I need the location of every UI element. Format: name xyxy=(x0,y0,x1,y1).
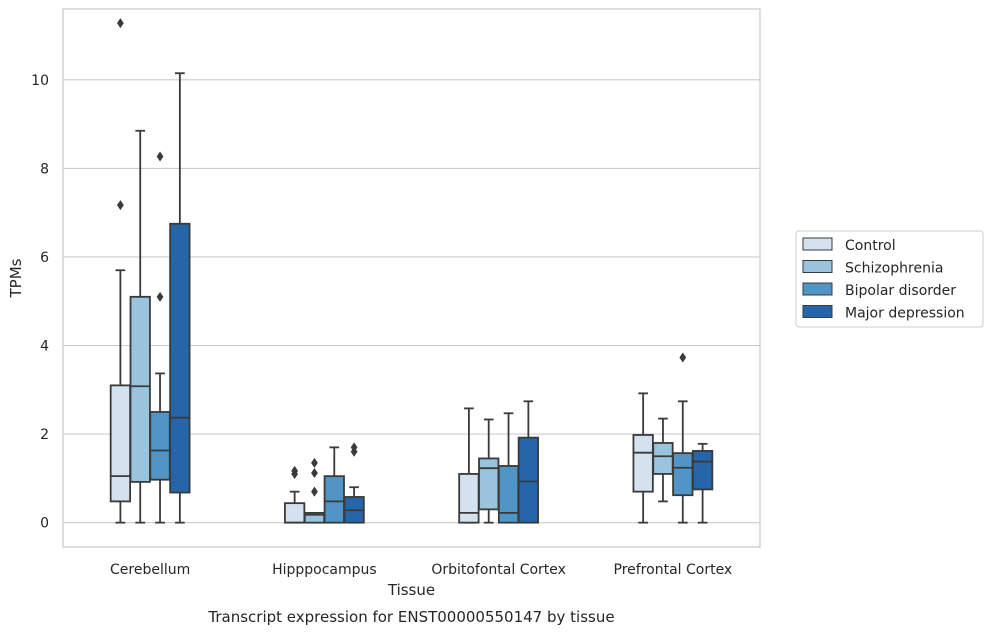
x-tick-label: Cerebellum xyxy=(110,562,190,578)
outlier-point xyxy=(350,442,358,453)
outlier-point xyxy=(156,151,164,162)
outlier-point xyxy=(156,291,164,302)
box-major-depression xyxy=(343,442,365,524)
box-body xyxy=(652,442,674,475)
y-tick-label: 6 xyxy=(40,250,49,266)
y-tick-label: 8 xyxy=(40,161,49,177)
legend-label: Bipolar disorder xyxy=(845,283,956,299)
legend-swatch xyxy=(802,237,833,251)
box-major-depression xyxy=(517,400,539,524)
outlier-point xyxy=(116,200,124,211)
box-bipolar-disorder xyxy=(672,352,694,524)
legend-frame xyxy=(795,230,984,328)
outlier-point xyxy=(311,486,318,497)
y-axis-label: TPMs xyxy=(7,258,25,298)
box-schizophrenia xyxy=(303,457,326,524)
box-bipolar-disorder xyxy=(497,412,520,524)
box-bipolar-disorder xyxy=(323,446,345,524)
box-body xyxy=(109,384,132,503)
box-body xyxy=(672,452,694,497)
y-tick-label: 0 xyxy=(40,516,49,532)
box-schizophrenia xyxy=(129,129,151,524)
legend-swatch xyxy=(802,282,833,296)
box-body xyxy=(129,295,151,483)
y-tick-label: 2 xyxy=(40,427,49,443)
box-body xyxy=(497,465,520,524)
box-control xyxy=(284,465,306,524)
box-control xyxy=(109,18,132,524)
outlier-point xyxy=(311,468,318,479)
y-axis-ticks: 0 2 4 6 8 10 xyxy=(31,73,49,532)
legend-label: Major depression xyxy=(845,306,965,322)
y-tick-label: 4 xyxy=(40,339,49,355)
box-body xyxy=(149,411,171,481)
outlier-point xyxy=(291,465,299,476)
plot-frame xyxy=(62,8,761,548)
box-control xyxy=(632,392,654,524)
box-major-depression xyxy=(169,72,191,524)
x-axis-label: Tissue xyxy=(387,581,435,599)
outlier-point xyxy=(311,457,318,468)
box-body xyxy=(458,473,480,524)
box-major-depression xyxy=(691,442,714,524)
x-tick-label: Prefrontal Cortex xyxy=(614,562,733,578)
x-tick-label: Hipppocampus xyxy=(272,562,377,578)
outlier-point xyxy=(116,18,124,29)
box-schizophrenia xyxy=(652,417,674,503)
y-tick-label: 10 xyxy=(31,73,49,89)
box-body xyxy=(284,502,306,524)
box-control xyxy=(458,407,480,524)
x-axis-ticks: Cerebellum Hipppocampus Orbitofontal Corte… xyxy=(110,562,732,578)
legend-swatch xyxy=(802,260,833,273)
box-body xyxy=(691,450,714,491)
chart-caption: Transcript expression for ENST0000055014… xyxy=(207,608,614,626)
legend-label: Schizophrenia xyxy=(845,261,943,277)
legend-label: Control xyxy=(845,238,896,254)
box-body xyxy=(478,457,500,511)
box-body xyxy=(169,222,191,494)
box-schizophrenia xyxy=(478,418,500,524)
outlier-point xyxy=(679,352,687,363)
box-body xyxy=(632,434,654,493)
legend-swatch xyxy=(802,305,833,318)
box-body xyxy=(517,436,539,524)
box-plot-boxes xyxy=(109,18,714,524)
legend: Control Schizophrenia Bipolar disorder Majo… xyxy=(795,230,984,328)
box-body xyxy=(323,475,345,524)
box-bipolar-disorder xyxy=(149,151,171,524)
x-tick-label: Orbitofontal Cortex xyxy=(431,562,566,578)
